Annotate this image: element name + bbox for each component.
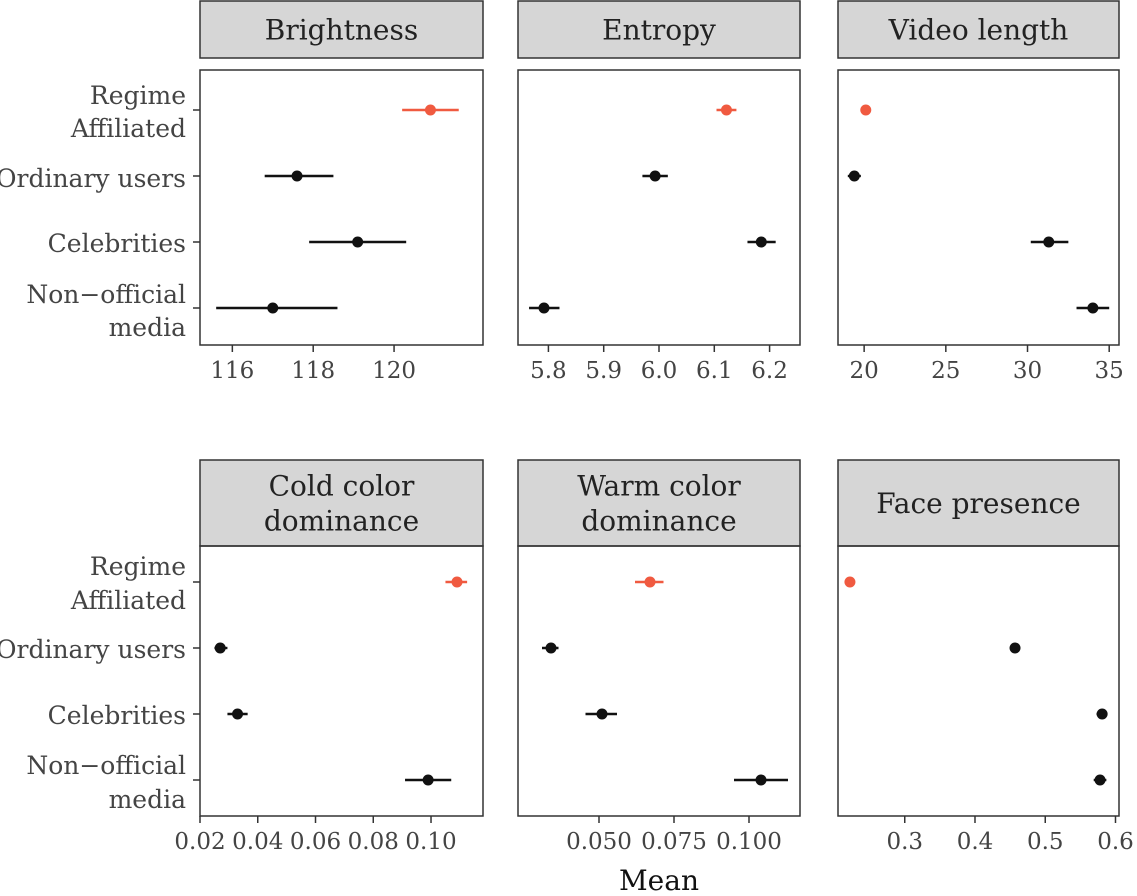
- x-tick-label: 30: [1013, 358, 1042, 384]
- category-label: media: [109, 313, 187, 342]
- mean-point: [1094, 774, 1106, 786]
- x-tick-label: 120: [372, 358, 416, 384]
- x-tick-label: 5.9: [585, 358, 622, 384]
- category-label: Regime: [90, 552, 186, 581]
- x-tick-label: 0.04: [232, 829, 283, 855]
- x-tick-label: 0.100: [716, 829, 782, 855]
- category-label: Ordinary users: [0, 164, 186, 193]
- facet-title: Video length: [888, 14, 1069, 47]
- mean-point: [1009, 642, 1021, 654]
- category-label: Non−official: [26, 751, 186, 780]
- category-label: Celebrities: [48, 229, 186, 258]
- mean-point: [720, 104, 732, 116]
- x-tick-label: 0.4: [957, 829, 994, 855]
- x-tick-label: 0.02: [174, 829, 225, 855]
- x-tick-label: 116: [210, 358, 254, 384]
- mean-point: [755, 236, 767, 248]
- mean-point: [267, 302, 279, 314]
- mean-point: [538, 302, 550, 314]
- mean-point: [1096, 708, 1108, 720]
- category-label: Celebrities: [48, 701, 186, 730]
- x-tick-label: 35: [1095, 358, 1124, 384]
- x-tick-label: 0.075: [641, 829, 707, 855]
- panel-border: [517, 545, 801, 817]
- mean-point: [1087, 302, 1099, 314]
- x-tick-label: 20: [849, 358, 878, 384]
- x-tick-label: 0.050: [566, 829, 632, 855]
- mean-point: [848, 170, 860, 182]
- facet-panel: Entropy 5.8 5.9 6.0 6.1 6.2: [517, 0, 801, 384]
- facet-strip: [837, 0, 1120, 59]
- mean-point: [545, 642, 557, 654]
- facet-title: Face presence: [876, 487, 1080, 520]
- x-tick-label: 5.8: [530, 358, 567, 384]
- mean-point: [451, 576, 463, 588]
- mean-point: [352, 236, 364, 248]
- mean-point: [596, 708, 608, 720]
- panel-border: [517, 69, 801, 346]
- mean-point: [844, 576, 856, 588]
- facet-title: dominance: [264, 505, 419, 538]
- x-tick-label: 118: [291, 358, 335, 384]
- x-tick-label: 0.08: [348, 829, 399, 855]
- mean-point: [860, 104, 872, 116]
- panel-border: [837, 545, 1120, 817]
- facet-strip: [837, 459, 1120, 547]
- facet-panel: Video length 20 25 30 35: [837, 0, 1124, 384]
- category-label: Affiliated: [70, 114, 186, 143]
- category-label: Ordinary users: [0, 635, 186, 664]
- facet-title: Warm color: [577, 470, 741, 503]
- facet-title: Brightness: [265, 14, 418, 47]
- x-tick-label: 6.0: [641, 358, 678, 384]
- facet-title: Entropy: [602, 14, 716, 47]
- panel-border: [837, 69, 1120, 346]
- x-tick-label: 25: [931, 358, 960, 384]
- x-tick-label: 0.3: [886, 829, 923, 855]
- facet-title: dominance: [581, 505, 736, 538]
- facet-strip: [199, 0, 484, 59]
- facet-panel: Face presence 0.3 0.4 0.5 0.6: [837, 459, 1134, 855]
- category-label: media: [109, 785, 187, 814]
- x-tick-label: 0.10: [405, 829, 456, 855]
- facet-strip: [517, 0, 801, 59]
- x-tick-label: 0.06: [290, 829, 341, 855]
- facet-panel: Brightness 116 118 120: [199, 0, 484, 384]
- facet-title: Cold color: [269, 470, 415, 503]
- panel-border: [199, 69, 484, 346]
- mean-point: [1043, 236, 1055, 248]
- mean-point: [644, 576, 656, 588]
- mean-point: [214, 642, 226, 654]
- mean-point: [291, 170, 303, 182]
- mean-point: [232, 708, 244, 720]
- x-tick-label: 6.1: [696, 358, 733, 384]
- mean-point: [422, 774, 434, 786]
- mean-point: [424, 104, 436, 116]
- mean-point: [755, 774, 767, 786]
- category-label: Non−official: [26, 280, 186, 309]
- mean-point: [649, 170, 661, 182]
- facet-strip: [517, 459, 801, 547]
- x-tick-label: 0.6: [1097, 829, 1134, 855]
- category-label: Affiliated: [70, 586, 186, 615]
- category-label: Regime: [90, 81, 186, 110]
- x-tick-label: 6.2: [751, 358, 788, 384]
- panel-border: [199, 545, 484, 817]
- x-tick-label: 0.5: [1027, 829, 1064, 855]
- facet-strip: [199, 459, 484, 547]
- x-axis-title: Mean: [619, 864, 699, 896]
